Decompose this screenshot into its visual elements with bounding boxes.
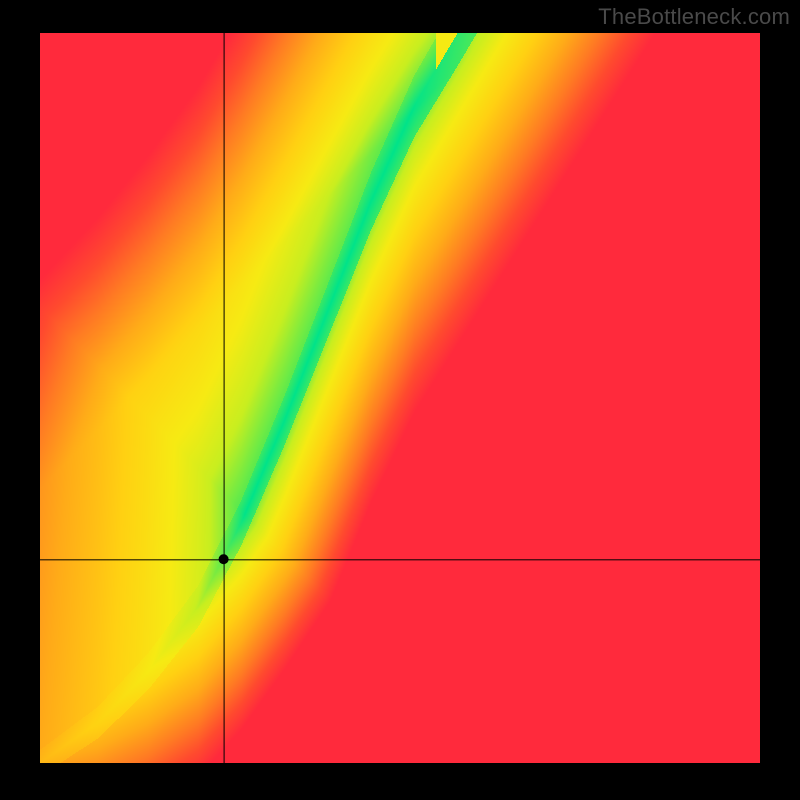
heatmap-plot-area: [40, 33, 760, 763]
attribution-text: TheBottleneck.com: [598, 4, 790, 30]
bottleneck-heatmap: [40, 33, 760, 763]
chart-container: { "attribution": "TheBottleneck.com", "a…: [0, 0, 800, 800]
